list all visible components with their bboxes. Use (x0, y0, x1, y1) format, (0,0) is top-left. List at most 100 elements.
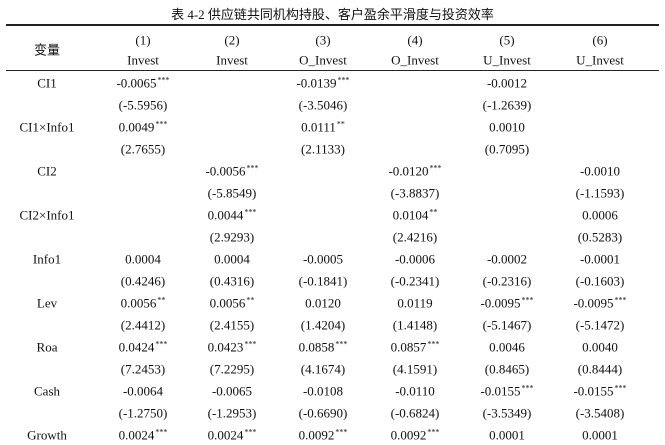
t-statistic: (1.4204) (300, 317, 346, 333)
coef-value: 0.0092 (298, 427, 335, 443)
row-label: CI1×Info1 (19, 119, 75, 135)
t-statistic: (0.4316) (209, 273, 255, 289)
coef-value: 0.0001 (582, 427, 618, 443)
coefficient: 0.0010 (489, 121, 525, 134)
significance-stars: *** (521, 383, 534, 393)
t-statistic: (0.5283) (577, 229, 623, 245)
coefficient: 0.0111** (301, 119, 345, 135)
t-statistic: (7.2295) (209, 361, 255, 377)
row-label: CI2 (37, 163, 57, 179)
coef-value: 0.0423 (207, 339, 244, 355)
coefficient: 0.0024*** (118, 427, 168, 443)
coefficient: 0.0423*** (207, 339, 257, 355)
coefficient: 0.0024*** (207, 427, 257, 443)
coef-value: -0.0108 (302, 383, 344, 399)
header-variable: 变量 (33, 42, 61, 58)
header-dependent: Invest (127, 52, 159, 68)
coef-value: 0.0044 (207, 207, 244, 223)
header-number: (4) (407, 32, 423, 48)
header-dependent: U_Invest (576, 52, 624, 68)
row-label: Lev (36, 295, 58, 311)
coef-value: 0.0040 (582, 339, 618, 355)
t-statistic: (-3.8837) (390, 185, 440, 201)
coefficient: -0.0139*** (296, 75, 350, 90)
coef-value: 0.0056 (209, 295, 246, 311)
t-statistic: (-1.2953) (207, 405, 257, 421)
header-number: (5) (499, 32, 515, 48)
coef-value: -0.0001 (579, 251, 621, 267)
header-number: (3) (315, 32, 331, 48)
header-number: (6) (592, 32, 608, 48)
header-dependent: U_Invest (483, 52, 531, 68)
coefficient: -0.0001 (580, 253, 620, 266)
t-statistic: (4.1591) (392, 361, 438, 377)
coef-value: -0.0064 (122, 383, 164, 399)
row-label: Growth (27, 427, 67, 443)
significance-stars: *** (427, 339, 440, 349)
coef-value: -0.0065 (116, 75, 157, 91)
coef-value: -0.0155 (480, 383, 521, 399)
t-statistic: (2.7655) (120, 141, 166, 157)
significance-stars: *** (614, 295, 627, 305)
coef-value: -0.0110 (395, 383, 435, 399)
t-statistic: (-0.6690) (298, 405, 348, 421)
t-statistic: (4.1674) (300, 361, 346, 377)
coef-value: 0.0857 (390, 339, 427, 355)
coefficient: -0.0012 (487, 77, 527, 90)
coef-value: 0.0111 (301, 119, 336, 135)
t-statistic: (-0.6824) (390, 405, 440, 421)
coef-value: -0.0005 (302, 251, 344, 267)
header-number: (2) (224, 32, 240, 48)
significance-stars: *** (335, 427, 348, 437)
coefficient: -0.0002 (487, 253, 527, 266)
significance-stars: *** (244, 207, 257, 217)
significance-stars: *** (155, 119, 168, 129)
t-statistic: (-0.1603) (575, 273, 625, 289)
row-label: Cash (34, 383, 60, 399)
coefficient: -0.0005 (303, 253, 343, 266)
significance-stars: *** (521, 295, 534, 305)
significance-stars: ** (157, 295, 166, 305)
coef-value: 0.0006 (582, 207, 618, 223)
significance-stars: *** (155, 339, 168, 349)
coefficient: 0.0092*** (298, 427, 348, 443)
coef-value: -0.0095 (573, 295, 614, 311)
t-statistic: (-3.5349) (482, 405, 532, 421)
coef-value: -0.0010 (579, 163, 621, 179)
t-statistic: (0.8465) (484, 361, 530, 377)
row-label: CI2×Info1 (19, 207, 75, 223)
t-statistic: (-5.5956) (118, 97, 168, 113)
coef-value: 0.0119 (397, 295, 433, 311)
coef-value: 0.0001 (489, 427, 525, 443)
coefficient: 0.0120 (305, 297, 341, 310)
t-statistic: (-1.1593) (575, 185, 625, 201)
coefficient: -0.0010 (580, 165, 620, 178)
significance-stars: *** (335, 339, 348, 349)
significance-stars: ** (336, 119, 345, 129)
t-statistic: (2.4216) (392, 229, 438, 245)
t-statistic: (-1.2639) (482, 97, 532, 113)
coef-value: -0.0155 (573, 383, 614, 399)
header-number: (1) (135, 32, 151, 48)
t-statistic: (0.8444) (577, 361, 623, 377)
header-dependent: Invest (216, 52, 248, 68)
coef-value: 0.0004 (214, 251, 250, 267)
coefficient: 0.0001 (489, 429, 525, 442)
coef-value: 0.0024 (207, 427, 244, 443)
t-statistic: (2.4155) (209, 317, 255, 333)
t-statistic: (-5.1467) (482, 317, 532, 333)
coefficient: -0.0065 (212, 385, 252, 398)
coef-value: 0.0024 (118, 427, 155, 443)
significance-stars: *** (427, 427, 440, 437)
significance-stars: ** (429, 207, 438, 217)
coef-value: 0.0056 (120, 295, 157, 311)
t-statistic: (0.7095) (484, 141, 530, 157)
coef-value: 0.0092 (390, 427, 427, 443)
significance-stars: *** (337, 75, 350, 85)
t-statistic: (-1.2750) (118, 405, 168, 421)
coef-value: -0.0006 (394, 251, 436, 267)
coefficient: 0.0056** (120, 295, 166, 311)
coefficient: -0.0006 (395, 253, 435, 266)
coef-value: 0.0120 (305, 295, 341, 311)
significance-stars: ** (246, 295, 255, 305)
